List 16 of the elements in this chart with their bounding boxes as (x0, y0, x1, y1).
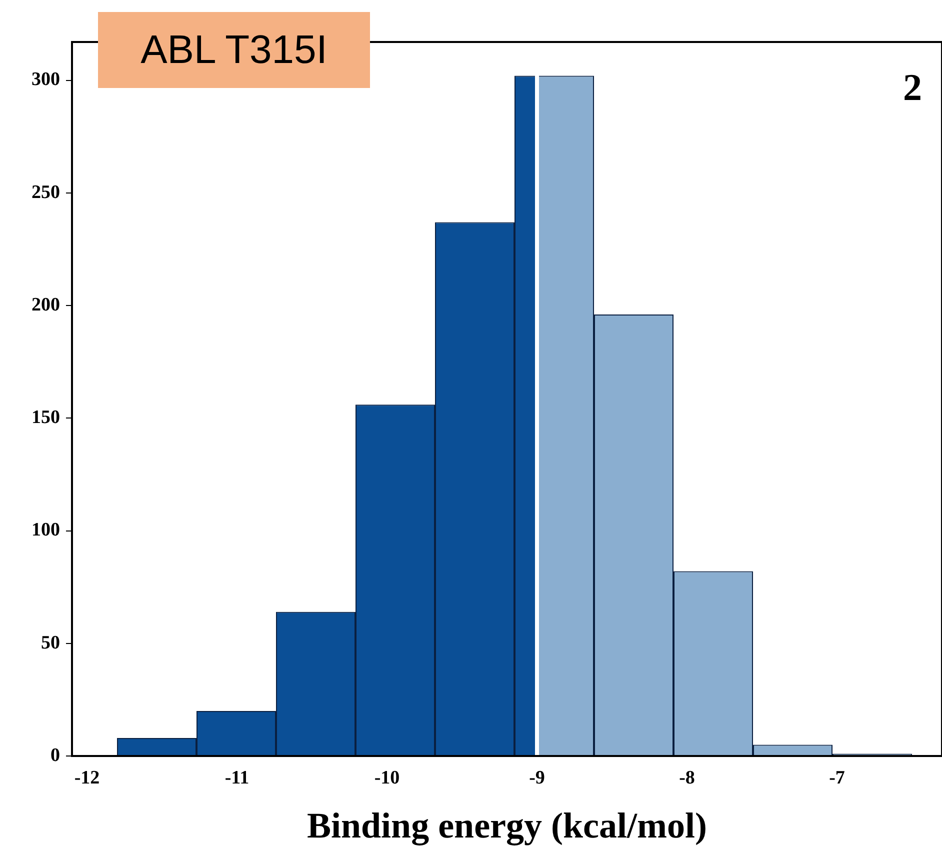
y-tick-label: 100 (32, 520, 60, 541)
x-tick-label: -11 (224, 767, 250, 788)
y-tick-label: 300 (32, 69, 60, 90)
annotation: ABL T315I (98, 12, 370, 88)
annotation: 2 (903, 66, 922, 110)
x-tick-label: -12 (74, 767, 100, 788)
y-tick-label: 250 (32, 182, 60, 203)
x-tick-label: -10 (374, 767, 400, 788)
x-tick-label: -7 (829, 767, 846, 788)
y-tick-label: 0 (50, 744, 60, 766)
x-tick-label: -8 (679, 767, 695, 788)
x-tick-label: -9 (529, 767, 545, 788)
y-tick-label: 150 (32, 407, 60, 428)
y-tick-label: 50 (41, 632, 60, 654)
y-tick-label: 200 (32, 294, 60, 316)
x-axis-title: Binding energy (kcal/mol) (306, 806, 708, 846)
